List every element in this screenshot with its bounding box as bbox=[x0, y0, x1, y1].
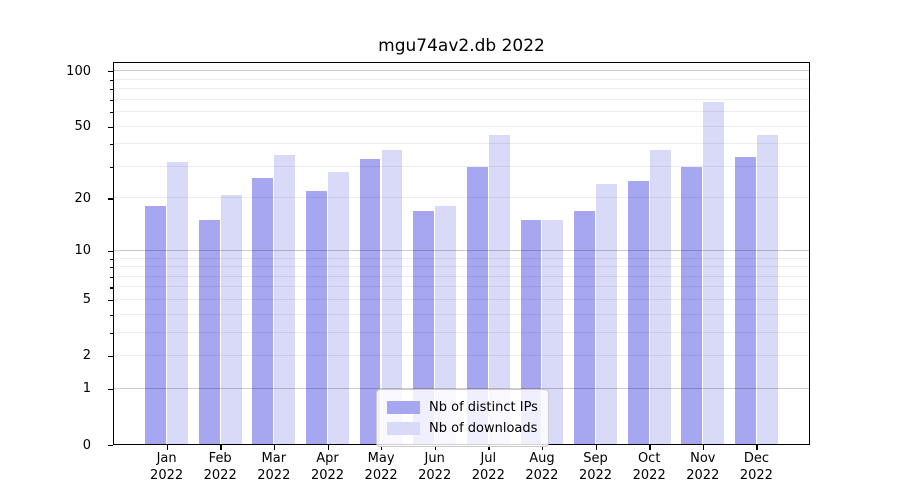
y-minor-tick-mark bbox=[110, 89, 113, 91]
bar-distinct-ips-nov bbox=[681, 166, 703, 445]
x-tick-label-feb: Feb 2022 bbox=[203, 451, 237, 483]
bar-distinct-ips-mar bbox=[252, 178, 274, 445]
y-minor-tick-mark bbox=[110, 287, 113, 289]
x-tick-label-dec: Dec 2022 bbox=[739, 451, 773, 483]
x-tick-label-sep: Sep 2022 bbox=[578, 451, 613, 483]
x-tick-mark bbox=[381, 445, 383, 450]
y-tick-label-2: 2 bbox=[82, 348, 91, 364]
x-tick-label-apr: Apr 2022 bbox=[310, 451, 345, 483]
x-tick-mark bbox=[434, 445, 437, 450]
x-tick-mark bbox=[702, 445, 705, 450]
y-minor-tick-mark bbox=[110, 144, 113, 146]
x-tick-label-jun: Jun 2022 bbox=[418, 451, 452, 483]
gridline-90 bbox=[113, 78, 810, 80]
y-minor-tick-mark bbox=[110, 166, 113, 169]
y-minor-tick-mark bbox=[110, 258, 113, 260]
legend-label: Nb of downloads bbox=[429, 421, 538, 436]
y-tick-label-20: 20 bbox=[74, 190, 91, 206]
x-tick-label-may: May 2022 bbox=[364, 451, 398, 483]
y-tick-label-10: 10 bbox=[74, 243, 91, 259]
x-tick-label-jan: Jan 2022 bbox=[150, 451, 184, 483]
x-tick-mark bbox=[220, 445, 222, 450]
bar-distinct-ips-dec bbox=[734, 157, 756, 445]
bar-distinct-ips-jun bbox=[413, 210, 435, 445]
y-tick-mark bbox=[108, 388, 113, 391]
bar-distinct-ips-oct bbox=[627, 181, 649, 445]
bar-downloads-may bbox=[381, 150, 403, 445]
bar-downloads-oct bbox=[649, 150, 671, 445]
bar-downloads-jul bbox=[488, 134, 510, 445]
bar-downloads-dec bbox=[756, 134, 778, 445]
y-tick-label-50: 50 bbox=[74, 118, 91, 134]
bar-downloads-mar bbox=[274, 154, 296, 445]
legend: Nb of distinct IPs Nb of downloads bbox=[376, 389, 549, 447]
chart-title: mgu74av2.db 2022 bbox=[378, 36, 545, 56]
y-minor-tick-mark bbox=[110, 111, 113, 114]
legend-swatch-distinct-ips bbox=[387, 401, 420, 414]
y-minor-tick-mark bbox=[110, 267, 113, 269]
bar-distinct-ips-apr bbox=[306, 191, 327, 445]
gridline-80 bbox=[113, 88, 810, 89]
gridline-100 bbox=[113, 70, 810, 72]
y-minor-tick-mark bbox=[110, 198, 113, 200]
bar-downloads-feb bbox=[220, 194, 242, 445]
bar-distinct-ips-jul bbox=[466, 166, 488, 445]
bar-downloads-jun bbox=[435, 206, 457, 445]
y-minor-tick-mark bbox=[110, 79, 113, 81]
y-minor-tick-mark bbox=[110, 126, 113, 128]
y-minor-tick-mark bbox=[110, 314, 113, 316]
x-tick-label-aug: Aug 2022 bbox=[525, 451, 559, 483]
y-tick-label-1: 1 bbox=[82, 381, 91, 397]
legend-row: Nb of downloads bbox=[387, 418, 538, 439]
bar-downloads-jan bbox=[167, 161, 188, 445]
bar-distinct-ips-sep bbox=[574, 210, 595, 445]
x-tick-mark bbox=[488, 445, 490, 450]
bar-downloads-aug bbox=[542, 220, 564, 445]
x-tick-mark bbox=[166, 445, 168, 450]
bar-downloads-nov bbox=[703, 102, 725, 445]
x-tick-label-nov: Nov 2022 bbox=[686, 451, 720, 483]
y-minor-tick-mark bbox=[110, 99, 113, 101]
legend-swatch-downloads bbox=[387, 422, 420, 435]
x-tick-mark bbox=[541, 445, 544, 450]
y-minor-tick-mark bbox=[110, 299, 113, 302]
x-tick-label-jul: Jul 2022 bbox=[471, 451, 505, 483]
x-tick-label-mar: Mar 2022 bbox=[257, 451, 291, 483]
y-tick-mark bbox=[108, 445, 113, 447]
plot-area bbox=[113, 62, 810, 445]
y-tick-label-100: 100 bbox=[66, 63, 91, 79]
bar-downloads-sep bbox=[596, 184, 617, 445]
y-tick-label-0: 0 bbox=[82, 437, 91, 453]
bar-distinct-ips-may bbox=[359, 159, 381, 445]
y-tick-mark bbox=[108, 71, 113, 73]
x-tick-mark bbox=[756, 445, 758, 450]
y-minor-tick-mark bbox=[110, 276, 113, 278]
y-minor-tick-mark bbox=[110, 356, 113, 358]
bar-distinct-ips-aug bbox=[520, 220, 542, 445]
bar-distinct-ips-feb bbox=[198, 220, 220, 445]
x-tick-mark bbox=[273, 445, 276, 450]
y-tick-mark bbox=[108, 250, 113, 253]
x-tick-label-oct: Oct 2022 bbox=[632, 451, 666, 483]
gridline-70 bbox=[113, 98, 810, 100]
legend-label: Nb of distinct IPs bbox=[429, 400, 538, 415]
x-tick-mark bbox=[595, 445, 597, 450]
bar-distinct-ips-jan bbox=[145, 206, 167, 445]
y-tick-label-5: 5 bbox=[82, 292, 91, 308]
y-minor-tick-mark bbox=[110, 332, 113, 335]
x-tick-mark bbox=[327, 445, 329, 450]
legend-row: Nb of distinct IPs bbox=[387, 397, 538, 418]
x-tick-mark bbox=[649, 445, 651, 450]
bar-downloads-apr bbox=[328, 172, 349, 445]
